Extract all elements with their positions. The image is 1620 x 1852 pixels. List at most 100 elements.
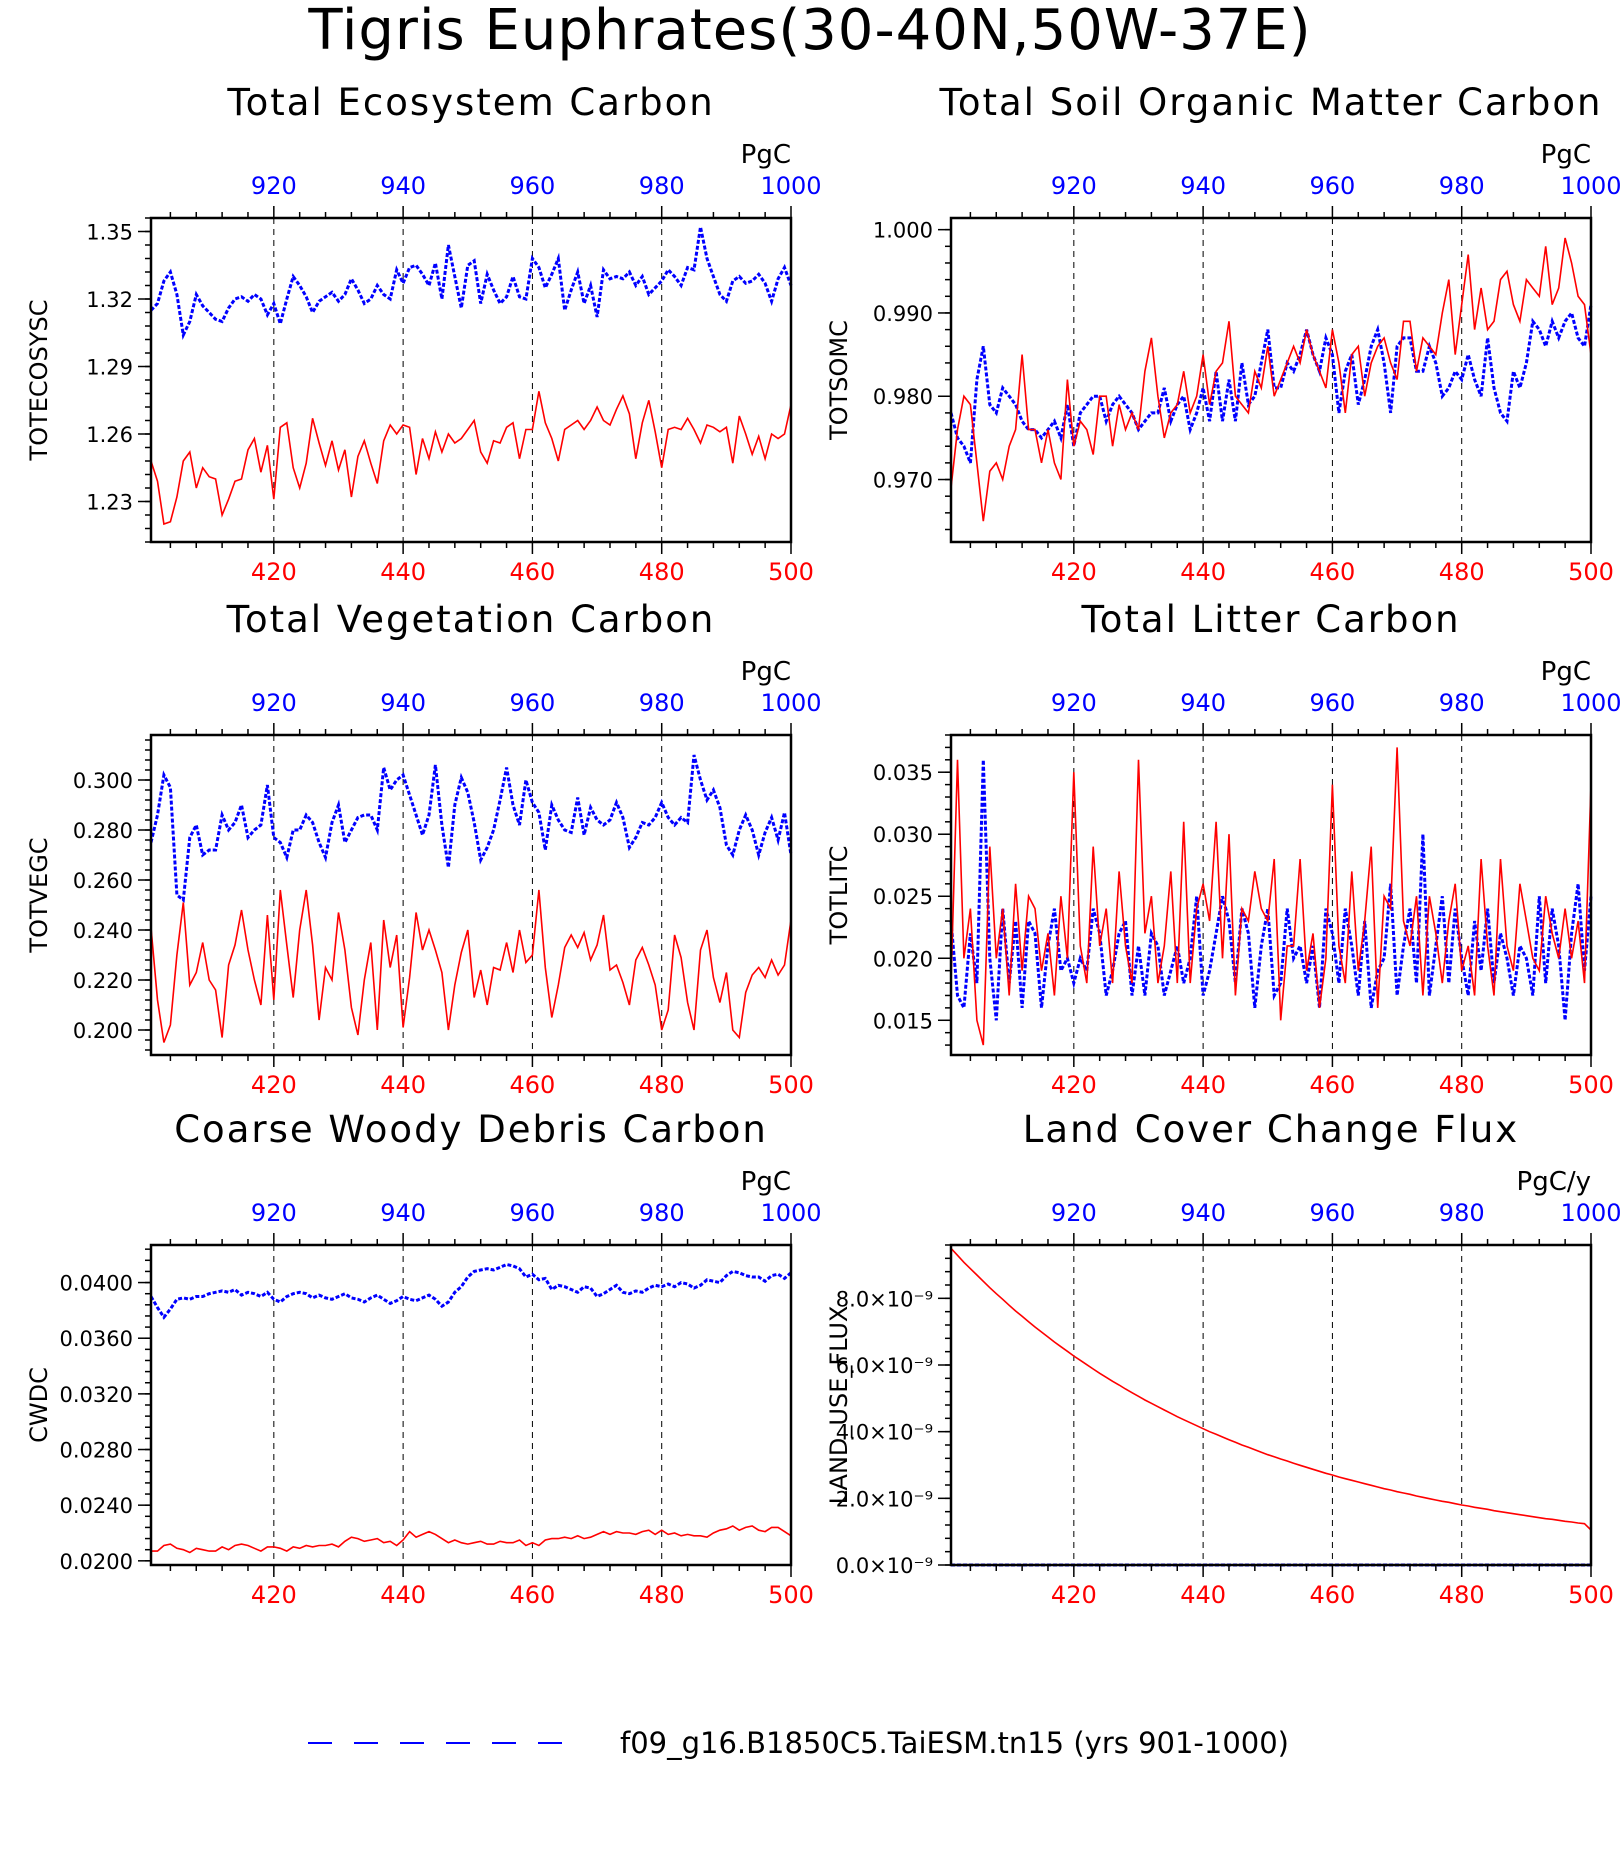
- series-line-case1: [149, 1262, 792, 1320]
- x-tick-label-bottom: 420: [251, 1071, 297, 1099]
- chart-panel-6: Land Cover Change Flux PgC/y LAND_USE_FLUX…: [825, 1108, 1620, 1609]
- y-tick-label: 0.200: [73, 1019, 133, 1043]
- chart-panel-5: Coarse Woody Debris Carbon PgC CWDC 420 440 4…: [25, 1108, 822, 1609]
- units-label: PgC: [741, 140, 791, 170]
- series-line-case2: [150, 391, 792, 526]
- series-line-case2: [950, 1247, 1592, 1531]
- x-tick-label-top: 980: [1439, 1199, 1485, 1227]
- panel-title: Land Cover Change Flux: [1023, 1108, 1519, 1151]
- units-label: PgC: [741, 1167, 791, 1197]
- x-tick-label-bottom: 500: [1568, 1071, 1614, 1099]
- x-tick-label-top: 940: [1180, 1199, 1226, 1227]
- main-title: Tigris Euphrates(30-40N,50W-37E): [308, 0, 1312, 63]
- units-label: PgC: [1541, 140, 1591, 170]
- y-tick-label: 0.300: [73, 769, 133, 793]
- y-tick-label: 0.0320: [60, 1383, 133, 1407]
- x-tick-label-bottom: 460: [1310, 558, 1356, 586]
- panel-title: Total Ecosystem Carbon: [226, 81, 714, 124]
- x-tick-label-top: 1000: [760, 172, 821, 200]
- x-tick-label-top: 1000: [1560, 689, 1620, 717]
- x-tick-label-top: 1000: [1560, 172, 1620, 200]
- y-tick-label: 0.260: [73, 869, 133, 893]
- y-tick-label: 0.0360: [60, 1327, 133, 1351]
- chart-panel-4: Total Litter Carbon PgC TOTLITC 420 440 460 48…: [825, 598, 1620, 1099]
- x-tick-label-top: 960: [510, 172, 556, 200]
- x-tick-label-bottom: 460: [1310, 1071, 1356, 1099]
- units-label: PgC: [741, 657, 791, 687]
- panel-title: Total Soil Organic Matter Carbon: [939, 81, 1603, 124]
- x-tick-label-top: 980: [639, 689, 685, 717]
- series-line-case1: [149, 754, 793, 903]
- y-tick-label: 0.0240: [60, 1494, 133, 1518]
- y-tick-label: 2.0×10⁻⁹: [836, 1487, 933, 1511]
- y-axis-label: TOTECOSYSC: [25, 300, 53, 462]
- y-axis-label: LAND_USE_FLUX: [825, 1306, 853, 1505]
- y-tick-label: 0.0280: [60, 1439, 133, 1463]
- series-line-case2: [151, 1525, 792, 1554]
- panel-title: Total Litter Carbon: [1080, 598, 1460, 641]
- x-tick-label-bottom: 500: [1568, 558, 1614, 586]
- legend: f09_g16.B1850C5.TaiESM.tn15 (yrs 901-100…: [308, 1726, 1289, 1760]
- x-tick-label-top: 1000: [1560, 1199, 1620, 1227]
- y-tick-label: 0.0200: [60, 1550, 133, 1574]
- x-tick-label-top: 920: [251, 1199, 297, 1227]
- x-tick-label-bottom: 460: [1310, 1581, 1356, 1609]
- y-tick-label: 1.26: [86, 423, 133, 447]
- x-tick-label-top: 940: [380, 172, 426, 200]
- x-tick-label-bottom: 500: [768, 1071, 814, 1099]
- x-tick-label-bottom: 480: [1439, 558, 1485, 586]
- y-tick-label: 0.0×10⁻⁹: [836, 1554, 933, 1578]
- series-line-case2: [150, 889, 792, 1043]
- y-tick-label: 1.29: [86, 356, 133, 380]
- x-tick-label-top: 980: [639, 1199, 685, 1227]
- y-tick-label: 0.280: [73, 819, 133, 843]
- x-tick-label-bottom: 460: [510, 558, 556, 586]
- x-tick-label-bottom: 420: [251, 1581, 297, 1609]
- x-tick-label-bottom: 500: [768, 558, 814, 586]
- y-tick-label: 1.23: [86, 491, 133, 515]
- x-tick-label-bottom: 480: [1439, 1071, 1485, 1099]
- x-tick-label-top: 940: [380, 689, 426, 717]
- y-tick-label: 0.030: [873, 823, 933, 847]
- plot-frame: [949, 216, 1593, 544]
- x-tick-label-top: 960: [1310, 1199, 1356, 1227]
- x-tick-label-top: 920: [1051, 172, 1097, 200]
- units-label: PgC: [1541, 657, 1591, 687]
- x-tick-label-top: 980: [1439, 172, 1485, 200]
- x-tick-label-top: 960: [1310, 172, 1356, 200]
- panel-title: Coarse Woody Debris Carbon: [174, 1108, 768, 1151]
- x-tick-label-top: 920: [251, 172, 297, 200]
- plot-frame: [949, 1243, 1593, 1567]
- y-tick-label: 6.0×10⁻⁹: [836, 1354, 933, 1378]
- x-tick-label-bottom: 440: [380, 1581, 426, 1609]
- x-tick-label-top: 980: [1439, 689, 1485, 717]
- x-tick-label-bottom: 420: [1051, 1581, 1097, 1609]
- y-tick-label: 0.990: [873, 302, 933, 326]
- x-tick-label-top: 940: [1180, 689, 1226, 717]
- y-axis-label: CWDC: [25, 1367, 53, 1443]
- x-tick-label-top: 960: [510, 689, 556, 717]
- x-tick-label-bottom: 440: [1180, 1581, 1226, 1609]
- y-tick-label: 0.980: [873, 385, 933, 409]
- y-tick-label: 0.240: [73, 919, 133, 943]
- x-tick-label-bottom: 460: [510, 1581, 556, 1609]
- y-tick-label: 0.0400: [60, 1272, 133, 1296]
- chart-panel-2: Total Soil Organic Matter Carbon PgC TOTSO…: [825, 81, 1620, 586]
- x-tick-label-bottom: 480: [639, 1071, 685, 1099]
- y-tick-label: 8.0×10⁻⁹: [836, 1287, 933, 1311]
- x-tick-label-bottom: 440: [1180, 558, 1226, 586]
- x-tick-label-bottom: 420: [1051, 558, 1097, 586]
- x-tick-label-top: 940: [380, 1199, 426, 1227]
- plot-frame: [949, 733, 1593, 1057]
- x-tick-label-top: 920: [251, 689, 297, 717]
- y-axis-label: TOTSOMC: [825, 320, 853, 441]
- x-tick-label-bottom: 420: [1051, 1071, 1097, 1099]
- y-axis-label: TOTVEGC: [25, 837, 53, 953]
- y-tick-label: 0.220: [73, 969, 133, 993]
- x-tick-label-bottom: 420: [251, 558, 297, 586]
- x-tick-label-bottom: 500: [1568, 1581, 1614, 1609]
- y-tick-label: 0.020: [873, 947, 933, 971]
- y-tick-label: 1.000: [873, 219, 933, 243]
- x-tick-label-bottom: 480: [1439, 1581, 1485, 1609]
